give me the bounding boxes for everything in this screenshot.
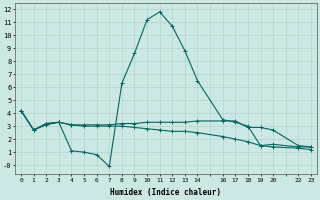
X-axis label: Humidex (Indice chaleur): Humidex (Indice chaleur) <box>110 188 221 197</box>
